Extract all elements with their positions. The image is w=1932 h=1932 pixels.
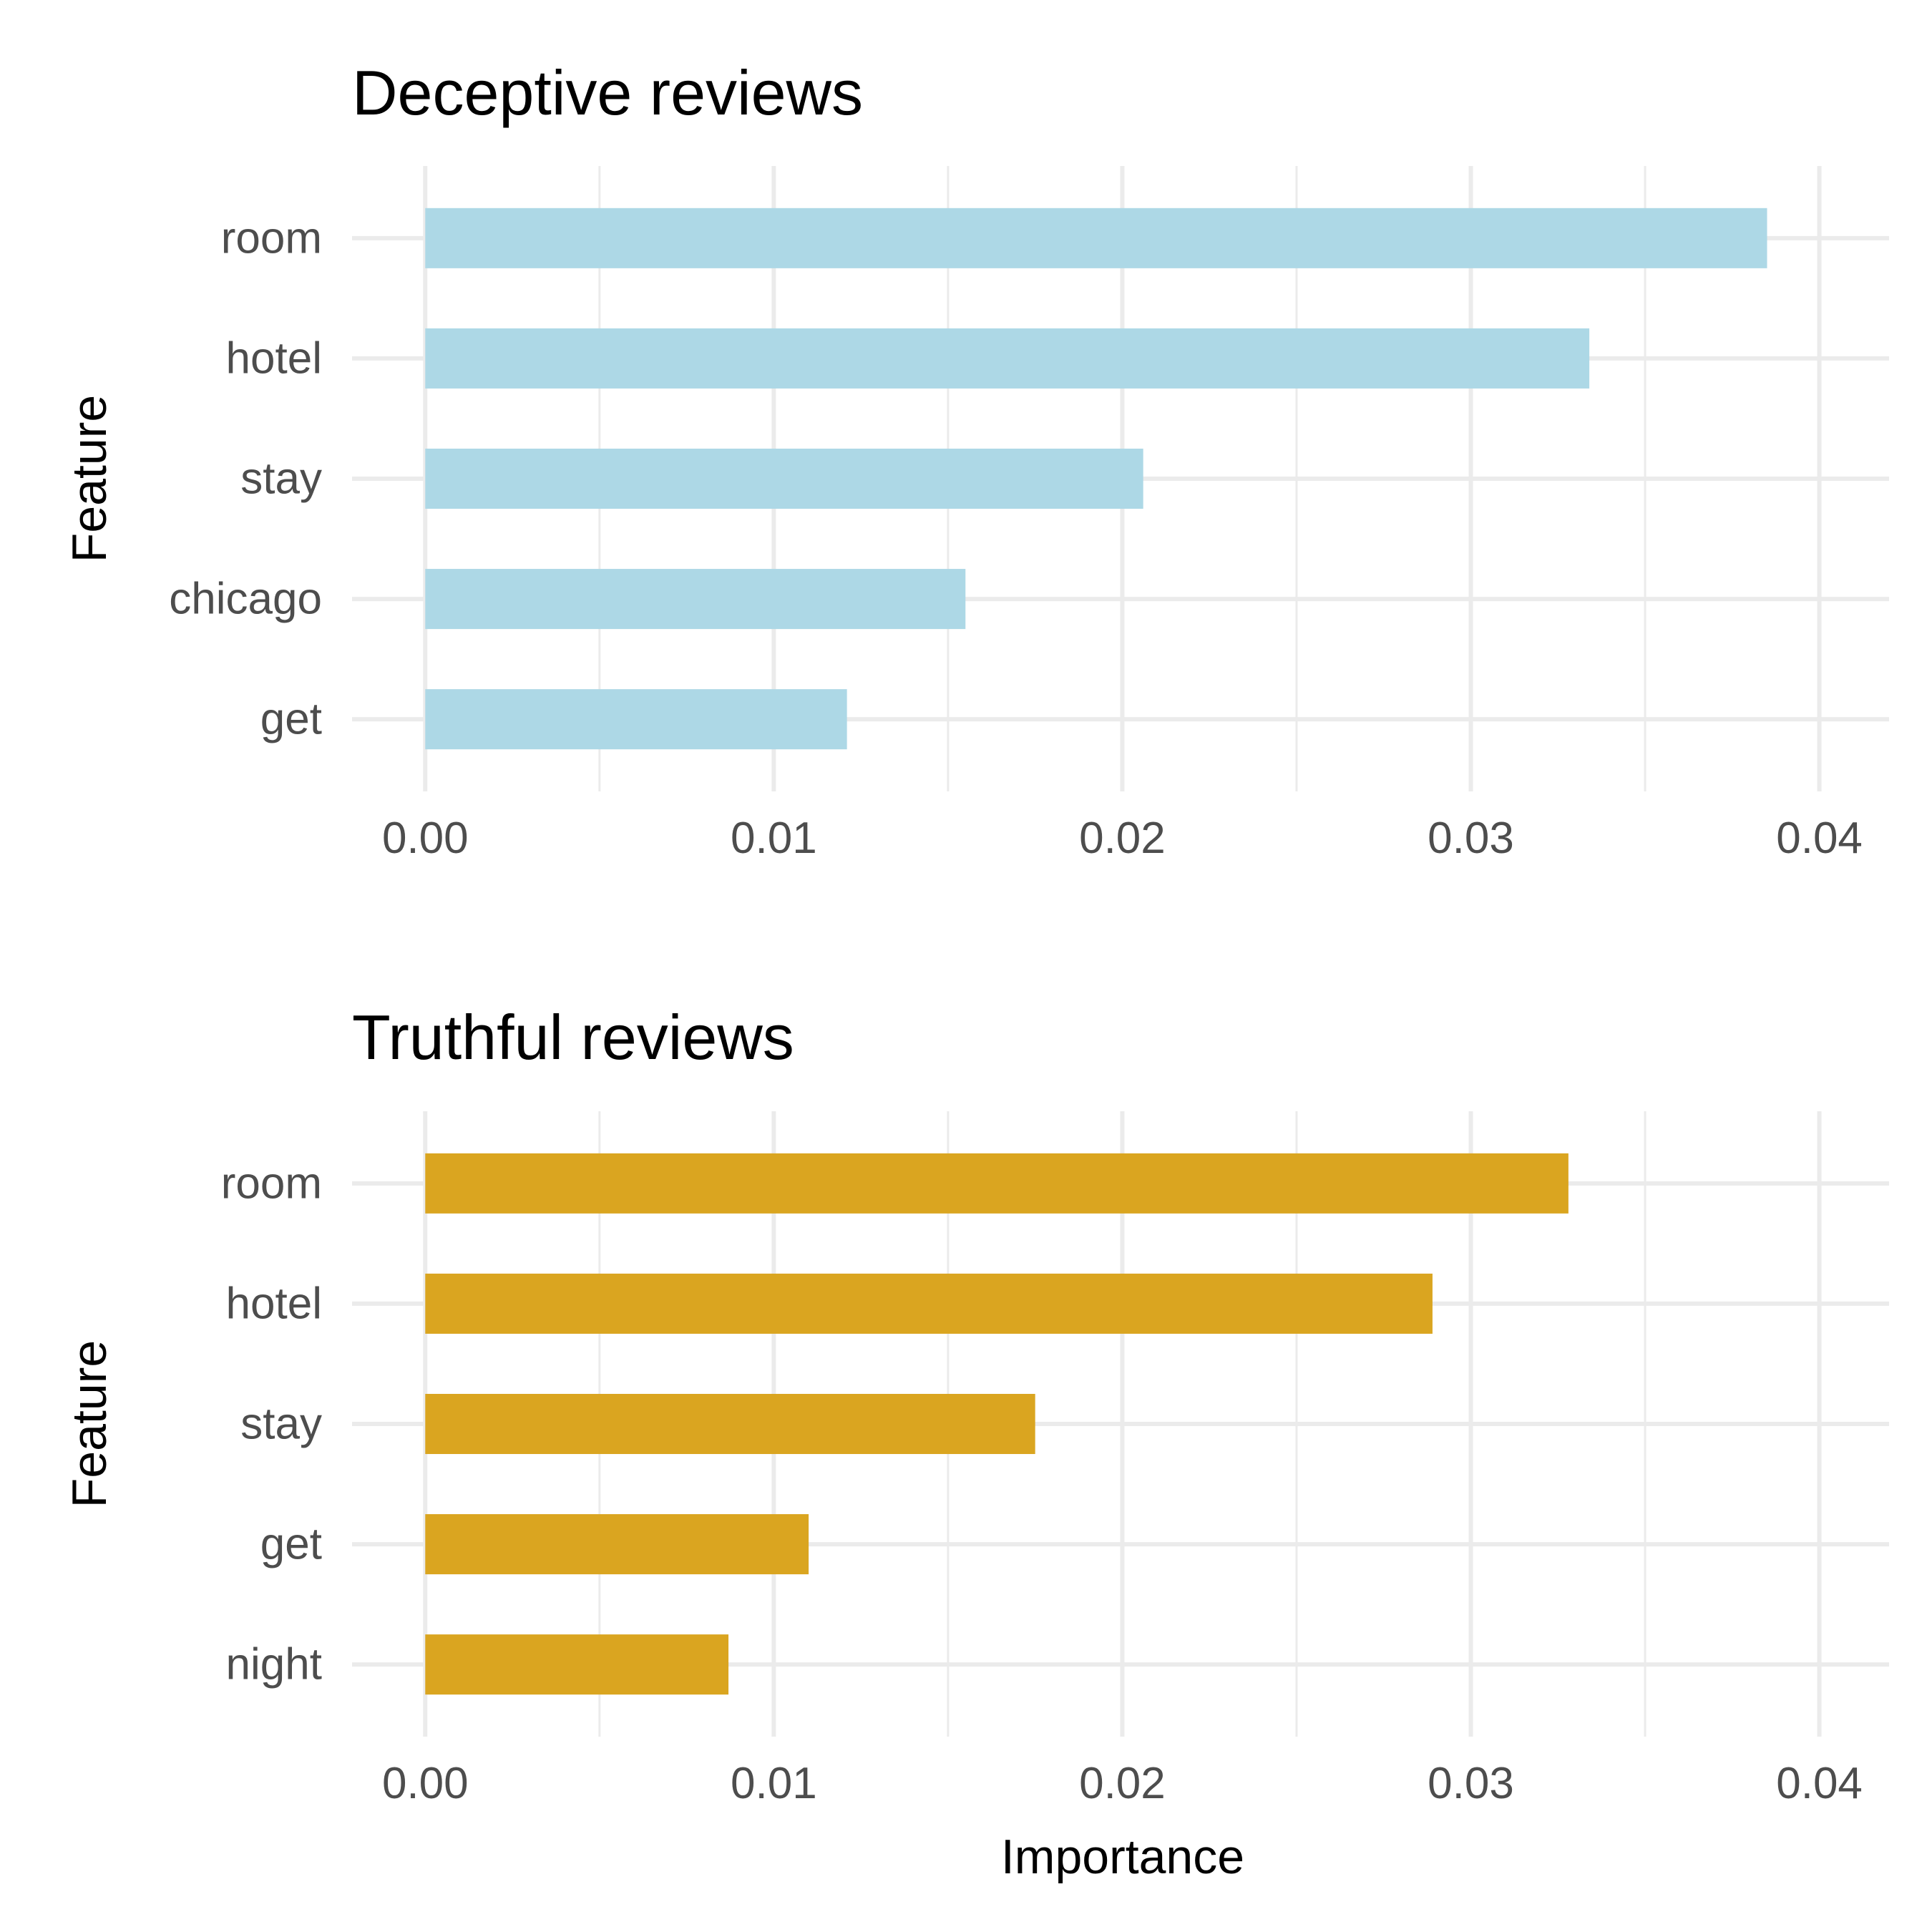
panel-truthful: room hotel stay get night 0.00 0.01 0.02 0.03 0.0…	[62, 1002, 1889, 1884]
x-tick-label: 0.03	[1428, 1759, 1514, 1808]
bar-stay	[425, 448, 1143, 509]
y-tick-label: stay	[240, 454, 322, 504]
y-tick-label: room	[221, 213, 322, 263]
bar-get	[425, 689, 847, 750]
bar-room	[425, 1153, 1568, 1214]
y-tick-label: stay	[240, 1400, 322, 1449]
bar-night	[425, 1634, 729, 1695]
y-tick-label: hotel	[226, 1279, 322, 1328]
bar-get	[425, 1514, 809, 1575]
y-tick-label: room	[221, 1158, 322, 1208]
y-tick-label: get	[260, 695, 322, 744]
bar-room	[425, 208, 1767, 268]
chart-title: Truthful reviews	[352, 1002, 794, 1073]
x-tick-label: 0.01	[731, 814, 817, 863]
x-tick-label: 0.03	[1428, 814, 1514, 863]
y-axis-label: Feature	[62, 1340, 117, 1508]
bar-hotel	[425, 1273, 1433, 1334]
y-tick-label: night	[226, 1640, 322, 1689]
bar-hotel	[425, 328, 1590, 389]
y-tick-label: hotel	[226, 333, 322, 383]
x-tick-label: 0.04	[1776, 814, 1863, 863]
x-tick-label: 0.01	[731, 1759, 817, 1808]
x-tick-label: 0.02	[1079, 1759, 1166, 1808]
x-tick-label: 0.00	[382, 814, 469, 863]
chart-title: Deceptive reviews	[352, 57, 863, 128]
x-axis-label: Importance	[1001, 1830, 1244, 1884]
y-axis-label: Feature	[62, 395, 117, 562]
y-tick-label: get	[260, 1520, 322, 1569]
bar-chicago	[425, 569, 966, 630]
x-tick-label: 0.02	[1079, 814, 1166, 863]
y-tick-label: chicago	[169, 575, 322, 624]
x-tick-label: 0.00	[382, 1759, 469, 1808]
panel-deceptive: room hotel stay chicago get 0.00 0.01 0.02 0.03 0…	[62, 57, 1889, 863]
bar-stay	[425, 1393, 1035, 1455]
x-tick-label: 0.04	[1776, 1759, 1863, 1808]
